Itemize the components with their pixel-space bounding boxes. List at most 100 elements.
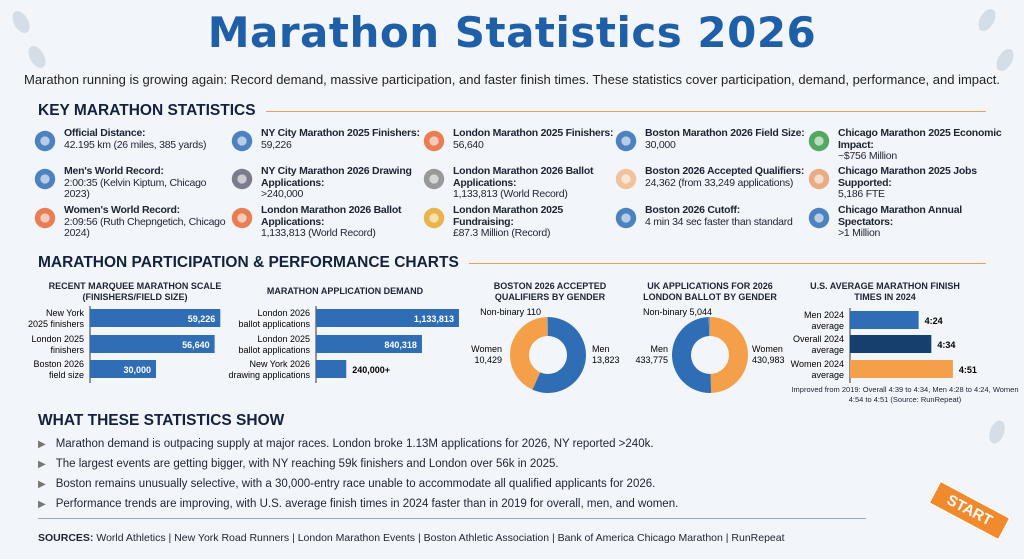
bar-value-label: 240,000+	[352, 365, 390, 375]
donut-label: Non-binary 5,044	[643, 307, 712, 317]
donut-label: Women	[471, 344, 502, 354]
donut-label: Women	[752, 344, 783, 354]
bar	[850, 360, 953, 378]
sources: SOURCES: World Athletics | New York Road…	[38, 532, 785, 544]
bar-value-label: 56,640	[182, 340, 210, 350]
handshake-icon	[808, 168, 830, 190]
money-growth-icon	[808, 130, 830, 152]
stat-item: Official Distance: 42.195 km (26 miles, 3…	[32, 127, 228, 154]
donut-slice	[672, 317, 712, 393]
stat-label: London Marathon 2025 Fundraising:	[453, 204, 563, 228]
bar	[316, 360, 347, 378]
coins-heart-icon	[423, 207, 445, 229]
bar-value-label: 59,226	[188, 314, 216, 324]
stat-label: Boston Marathon 2026 Field Size:	[645, 127, 805, 139]
runner-icon	[34, 207, 56, 229]
donut-label: Men	[592, 344, 610, 354]
bar-value-label: 1,133,813	[414, 314, 454, 324]
bar-category-label: ballot applications	[238, 319, 310, 329]
stat-item: NY City Marathon 2025 Finishers: 59,226	[229, 127, 425, 154]
insights-heading: WHAT THESE STATISTICS SHOW	[38, 412, 285, 429]
donut-label: 430,983	[752, 355, 785, 365]
chart-title: MARATHON APPLICATION DEMAND	[266, 286, 424, 296]
bar-category-label: field size	[49, 370, 84, 380]
bar-category-label: London 2025	[257, 334, 310, 344]
stat-item: London Marathon 2026 Ballot Applications…	[421, 165, 617, 201]
arrow-icon: ▶	[38, 498, 46, 510]
footprint-icon	[986, 418, 1008, 446]
paper-stack-icon	[423, 168, 445, 190]
stat-item: London Marathon 2025 Finishers: 56,640	[421, 127, 617, 154]
stat-value: 24,362 (from 33,249 applications)	[645, 176, 794, 189]
bar-category-label: finishers	[50, 345, 84, 355]
crowd-icon	[231, 130, 253, 152]
donut-slice	[509, 317, 548, 390]
stat-label: NY City Marathon 2026 Drawing Applicatio…	[261, 165, 412, 189]
stat-item: Chicago Marathon 2025 Economic Impact: ~$…	[806, 127, 1002, 163]
bar-category-label: Boston 2026	[33, 359, 84, 369]
bar	[850, 311, 919, 329]
bar-category-label: average	[811, 345, 844, 355]
bar-value-label: 4:34	[937, 340, 955, 350]
stat-value: £87.3 Million (Record)	[453, 227, 551, 239]
stat-label: London Marathon 2026 Ballot Applications…	[261, 204, 402, 228]
chart-title: RECENT MARQUEE MARATHON SCALE (FINISHERS…	[48, 281, 222, 302]
donut-label: 433,775	[635, 355, 668, 365]
stat-label: London Marathon 2025 Finishers:	[453, 127, 614, 139]
stat-item: Chicago Marathon 2025 Jobs Supported: 5,1…	[806, 165, 1002, 201]
bar-category-label: ballot applications	[238, 345, 310, 355]
finish-times-note: Improved from 2019: Overall 4:39 to 4:34…	[791, 385, 1019, 404]
bar-category-label: Overall 2024	[793, 334, 844, 344]
stat-item: Men's World Record: 2:00:35 (Kelvin Kiptu…	[32, 165, 228, 201]
donut-label: Men	[650, 344, 668, 354]
donut-slice	[532, 317, 587, 393]
spectators-icon	[808, 207, 830, 229]
bar-category-label: London 2025	[31, 334, 84, 344]
stat-label: London Marathon 2026 Ballot Applications…	[453, 165, 594, 189]
stat-item: Chicago Marathon Annual Spectators: >1 Mi…	[806, 204, 1002, 240]
key-stats-heading: KEY MARATHON STATISTICS	[38, 102, 986, 120]
stopwatch-icon	[34, 168, 56, 190]
bar-category-label: Women 2024	[791, 359, 844, 369]
bar	[90, 309, 221, 327]
donut-label: 13,823	[592, 355, 620, 365]
chart-title: U.S. AVERAGE MARATHON FINISH TIMES IN 20…	[810, 281, 960, 302]
stat-value: 4 min 34 sec faster than standard	[645, 215, 793, 228]
bar-value-label: 30,000	[123, 365, 151, 375]
donut-label: Non-binary 110	[480, 307, 541, 317]
page-subtitle: Marathon running is growing again: Recor…	[24, 72, 1000, 87]
bar-value-label: 840,318	[384, 340, 417, 350]
insight-bullet: ▶ Marathon demand is outpacing supply at …	[38, 438, 654, 450]
stat-label: Boston 2026 Cutoff:	[645, 204, 740, 216]
bar-category-label: drawing applications	[228, 370, 310, 380]
bar-category-label: New York	[46, 308, 85, 318]
stat-label: NY City Marathon 2025 Finishers:	[261, 127, 420, 139]
stat-value: 1,133,813 (World Record)	[453, 188, 568, 200]
stat-value: 2:00:35 (Kelvin Kiptum, Chicago 2023)	[64, 176, 207, 200]
stat-value: 2:09:56 (Ruth Chepngetich, Chicago 2024)	[64, 215, 226, 239]
arrow-icon: ▶	[38, 478, 46, 490]
stat-value: 30,000	[645, 138, 676, 151]
stat-value: 59,226	[261, 138, 292, 151]
divider	[38, 518, 866, 519]
stat-item: Boston Marathon 2026 Field Size: 30,000	[613, 127, 809, 154]
bar-category-label: 2025 finishers	[28, 319, 85, 329]
charts-heading: MARATHON PARTICIPATION & PERFORMANCE CHA…	[38, 254, 986, 272]
donut-label: 10,429	[474, 355, 502, 365]
stat-label: Chicago Marathon Annual Spectators:	[838, 204, 962, 228]
insight-bullet: ▶ Boston remains unusually selective, wit…	[38, 478, 656, 490]
stat-value: ~$756 Million	[838, 150, 897, 162]
city-skyline-icon	[615, 130, 637, 152]
bar-category-label: Men 2024	[804, 310, 844, 320]
stat-value: 56,640	[453, 138, 484, 151]
bar-category-label: average	[811, 321, 844, 331]
stat-value: 1,133,813 (World Record)	[261, 227, 376, 239]
bar-category-label: London 2026	[257, 308, 310, 318]
stat-item: London Marathon 2025 Fundraising: £87.3 M…	[421, 204, 617, 240]
stat-value: 42.195 km (26 miles, 385 yards)	[64, 138, 207, 151]
donut-slice	[546, 317, 548, 337]
stat-item: Boston 2026 Accepted Qualifiers: 24,362 (…	[613, 165, 809, 192]
stat-item: London Marathon 2026 Ballot Applications…	[229, 204, 425, 240]
chart-title: BOSTON 2026 ACCEPTED QUALIFIERS BY GENDE…	[493, 281, 607, 302]
crowd-icon	[423, 130, 445, 152]
